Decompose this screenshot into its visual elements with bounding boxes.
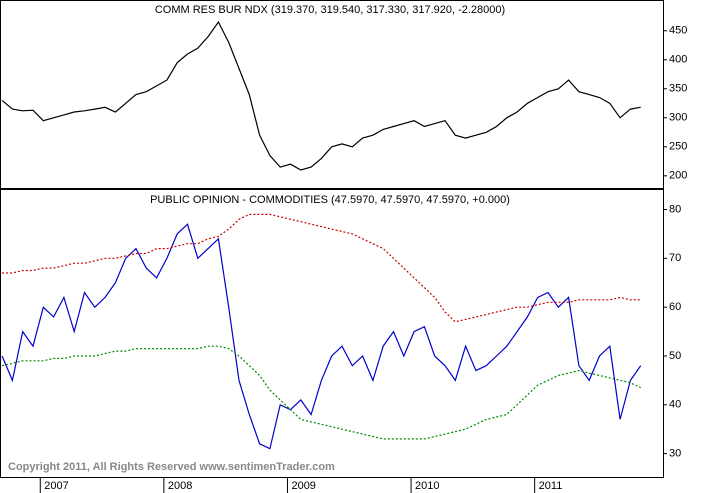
y-tick-label: 250 [669,141,687,153]
y-tick-label: 400 [669,54,687,66]
bottom-panel-frame [0,189,664,478]
y-tick-label: 300 [669,112,687,124]
y-tick-label: 60 [669,301,681,313]
series-line [2,213,641,323]
series-line [1,20,641,171]
top-panel-frame [0,0,664,189]
x-tick-label: 2008 [168,480,192,492]
y-tick-label: 40 [669,399,681,411]
series-line [1,223,642,450]
y-tick-label: 50 [669,350,681,362]
x-tick-label: 2009 [291,480,315,492]
x-tick-label: 2011 [539,480,563,492]
top-panel-title: COMM RES BUR NDX (319.370, 319.540, 317.… [155,4,505,16]
y-tick-label: 350 [669,83,687,95]
y-tick-label: 200 [669,170,687,182]
y-tick-label: 450 [669,25,687,37]
y-tick-label: 70 [669,252,681,264]
y-tick-label: 30 [669,447,681,459]
x-tick-label: 2010 [415,480,439,492]
x-tick-label: 2007 [44,480,68,492]
series-line [1,345,641,440]
y-tick-label: 80 [669,203,681,215]
bottom-panel-title: PUBLIC OPINION - COMMODITIES (47.5970, 4… [150,194,510,206]
copyright-annotation: Copyright 2011, All Rights Reserved www.… [8,461,335,473]
